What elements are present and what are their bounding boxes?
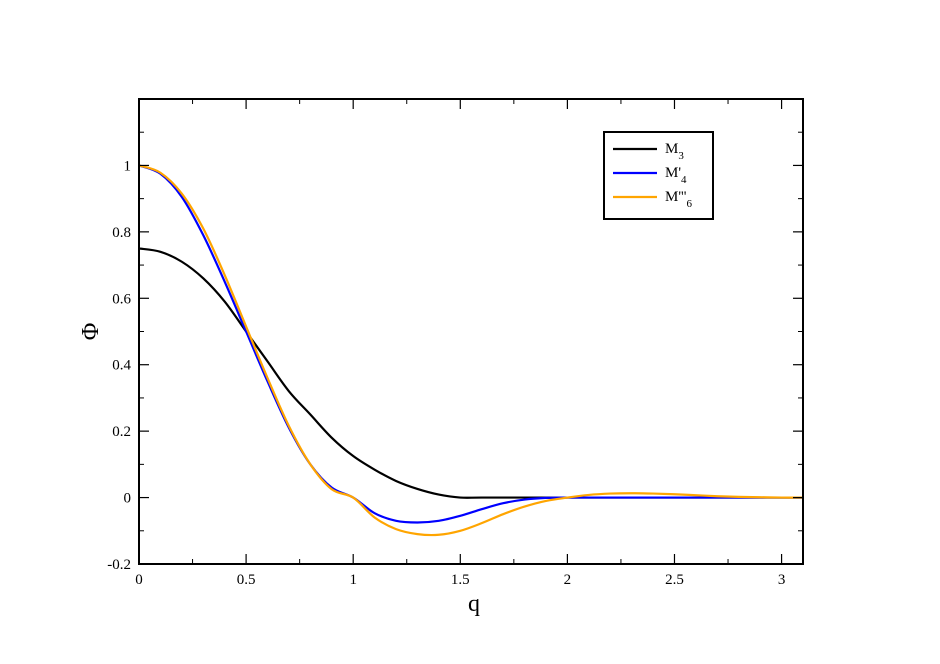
- x-tick-label: 0.5: [237, 572, 256, 588]
- x-tick-label: 0: [135, 572, 143, 588]
- y-tick-label: 0.8: [112, 225, 131, 241]
- plot-area: [138, 164, 804, 537]
- y-tick-label: 0.6: [112, 291, 131, 307]
- x-tick-label: 3: [778, 572, 786, 588]
- tick-labels: 0 0.5 1 1.5 2 2.5 3-0.200.20.40.60.81: [107, 158, 785, 588]
- series-line-1: [138, 247, 803, 499]
- y-tick-label: 0.2: [112, 424, 131, 440]
- x-tick-label: 1.5: [451, 572, 470, 588]
- plot-frame: [138, 98, 804, 565]
- y-tick-label: -0.2: [107, 557, 131, 573]
- series-line-2: [138, 164, 803, 524]
- legend-box: [603, 131, 714, 220]
- y-tick-label: 0.4: [112, 358, 131, 374]
- x-tick-label: 2.5: [665, 572, 684, 588]
- x-tick-label: 2: [564, 572, 572, 588]
- y-tick-label: 0: [124, 491, 132, 507]
- legend-entry: M'4: [665, 165, 687, 186]
- legend-entry: M'''6: [665, 189, 692, 210]
- x-axis-label: q: [468, 591, 480, 617]
- y-tick-label: 1: [124, 158, 132, 174]
- y-axis-label: Φ: [78, 323, 104, 341]
- legend: M3 M'4 M'''6: [603, 131, 714, 220]
- legend-entry: M3: [665, 141, 684, 162]
- x-tick-label: 1: [349, 572, 357, 588]
- series-line-3: [138, 164, 804, 537]
